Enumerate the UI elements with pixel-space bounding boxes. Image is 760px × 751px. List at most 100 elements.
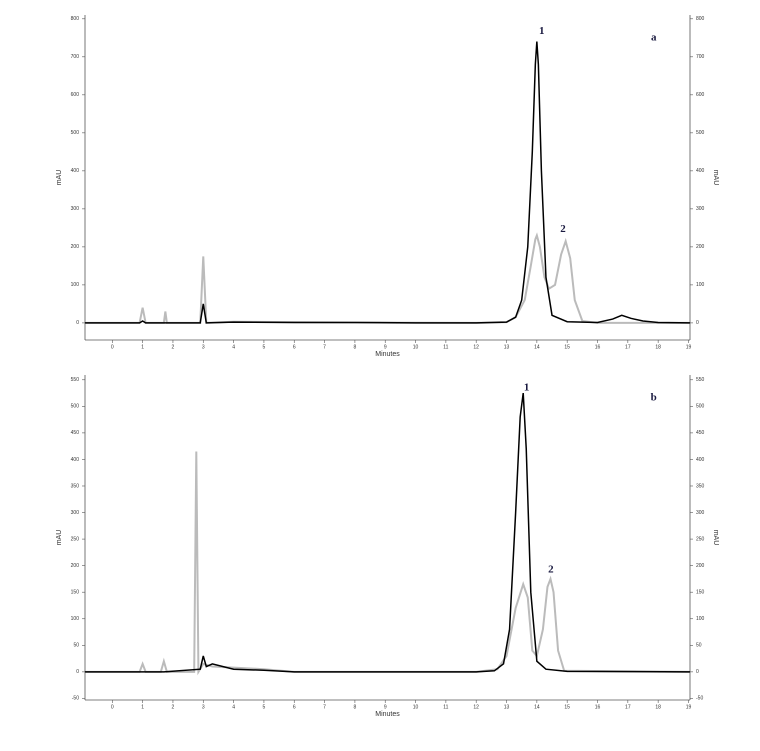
x-tick-label: 14 [534,344,540,350]
y-tick-label: 450 [71,430,80,436]
annotation: 2 [548,564,554,576]
y2-tick-label: 550 [696,377,705,383]
x-tick-label: 0 [111,344,114,350]
y2-tick-label: 250 [696,536,705,542]
y2-tick-label: 200 [696,563,705,569]
annotation: a [651,31,657,43]
y2-tick-label: 100 [696,282,705,288]
y-tick-label: 300 [71,510,80,516]
y2-tick-label: 400 [696,457,705,463]
x-tick-label: 4 [232,344,235,350]
x-axis-label: Minutes [375,351,400,358]
x-tick-label: 8 [354,704,357,710]
y-tick-label: 250 [71,536,80,542]
x-tick-label: 10 [413,344,419,350]
y2-tick-label: 0 [696,320,699,326]
y-tick-label: 500 [71,130,80,136]
y2-tick-label: 150 [696,590,705,596]
x-tick-label: 7 [323,704,326,710]
y2-tick-label: 700 [696,54,705,60]
x-tick-label: 1 [141,704,144,710]
x-tick-label: 19 [686,344,692,350]
x-tick-label: 8 [354,344,357,350]
y2-tick-label: 500 [696,130,705,136]
x-tick-label: 5 [263,344,266,350]
y2-tick-label: 0 [696,669,699,675]
trace [85,41,691,324]
x-tick-label: 15 [564,344,570,350]
x-tick-label: 16 [595,344,601,350]
x-axis-label: Minutes [375,711,400,718]
x-tick-label: 15 [564,704,570,710]
y2-axis-label: mAU [712,530,719,546]
y-tick-label: 400 [71,457,80,463]
y-tick-label: -50 [72,696,79,702]
annotation: 1 [539,25,545,37]
x-tick-label: 0 [111,704,114,710]
y2-tick-label: 300 [696,510,705,516]
x-tick-label: 3 [202,344,205,350]
trace [85,451,691,676]
y-axis-label: mAU [56,530,63,546]
trace [85,232,690,324]
x-tick-label: 2 [172,344,175,350]
y2-tick-label: 200 [696,244,705,250]
y2-tick-label: 500 [696,404,705,410]
annotation: 2 [560,223,566,235]
y2-axis-label: mAU [712,170,719,186]
x-tick-label: 2 [172,704,175,710]
x-tick-label: 7 [323,344,326,350]
y-tick-label: 500 [71,404,80,410]
y-tick-label: 50 [73,643,79,649]
annotation: b [651,391,657,403]
x-tick-label: 12 [473,344,479,350]
x-tick-label: 3 [202,704,205,710]
y-tick-label: 200 [71,244,80,250]
trace [85,392,691,673]
x-tick-label: 12 [473,704,479,710]
y-tick-label: 150 [71,590,80,596]
x-tick-label: 18 [655,344,661,350]
x-tick-label: 6 [293,704,296,710]
y-tick-label: 0 [76,669,79,675]
annotation: 1 [524,382,530,394]
y2-tick-label: 300 [696,206,705,212]
x-tick-label: 14 [534,704,540,710]
x-tick-label: 13 [504,704,510,710]
y2-tick-label: 600 [696,92,705,98]
y-axis-label: mAU [56,170,63,186]
x-tick-label: 5 [263,704,266,710]
x-tick-label: 17 [625,704,631,710]
y-tick-label: 100 [71,616,80,622]
y-tick-label: 350 [71,483,80,489]
y-tick-label: 550 [71,377,80,383]
y-tick-label: 300 [71,206,80,212]
x-tick-label: 6 [293,344,296,350]
y2-tick-label: -50 [696,696,703,702]
x-tick-label: 11 [443,704,448,710]
y-tick-label: 400 [71,168,80,174]
y2-tick-label: 100 [696,616,705,622]
y-tick-label: 0 [76,320,79,326]
y-tick-label: 700 [71,54,80,60]
x-tick-label: 4 [232,704,235,710]
y-tick-label: 800 [71,16,80,22]
y-tick-label: 200 [71,563,80,569]
x-tick-label: 13 [504,344,510,350]
x-tick-label: 10 [413,704,419,710]
y2-tick-label: 450 [696,430,705,436]
y2-tick-label: 400 [696,168,705,174]
x-tick-label: 16 [595,704,601,710]
x-tick-label: 11 [443,344,448,350]
x-tick-label: 1 [141,344,144,350]
y-tick-label: 100 [71,282,80,288]
y2-tick-label: 800 [696,16,705,22]
x-tick-label: 9 [384,704,387,710]
y2-tick-label: 350 [696,483,705,489]
x-tick-label: 19 [686,704,692,710]
x-tick-label: 18 [655,704,661,710]
x-tick-label: 9 [384,344,387,350]
y-tick-label: 600 [71,92,80,98]
y2-tick-label: 50 [696,643,702,649]
